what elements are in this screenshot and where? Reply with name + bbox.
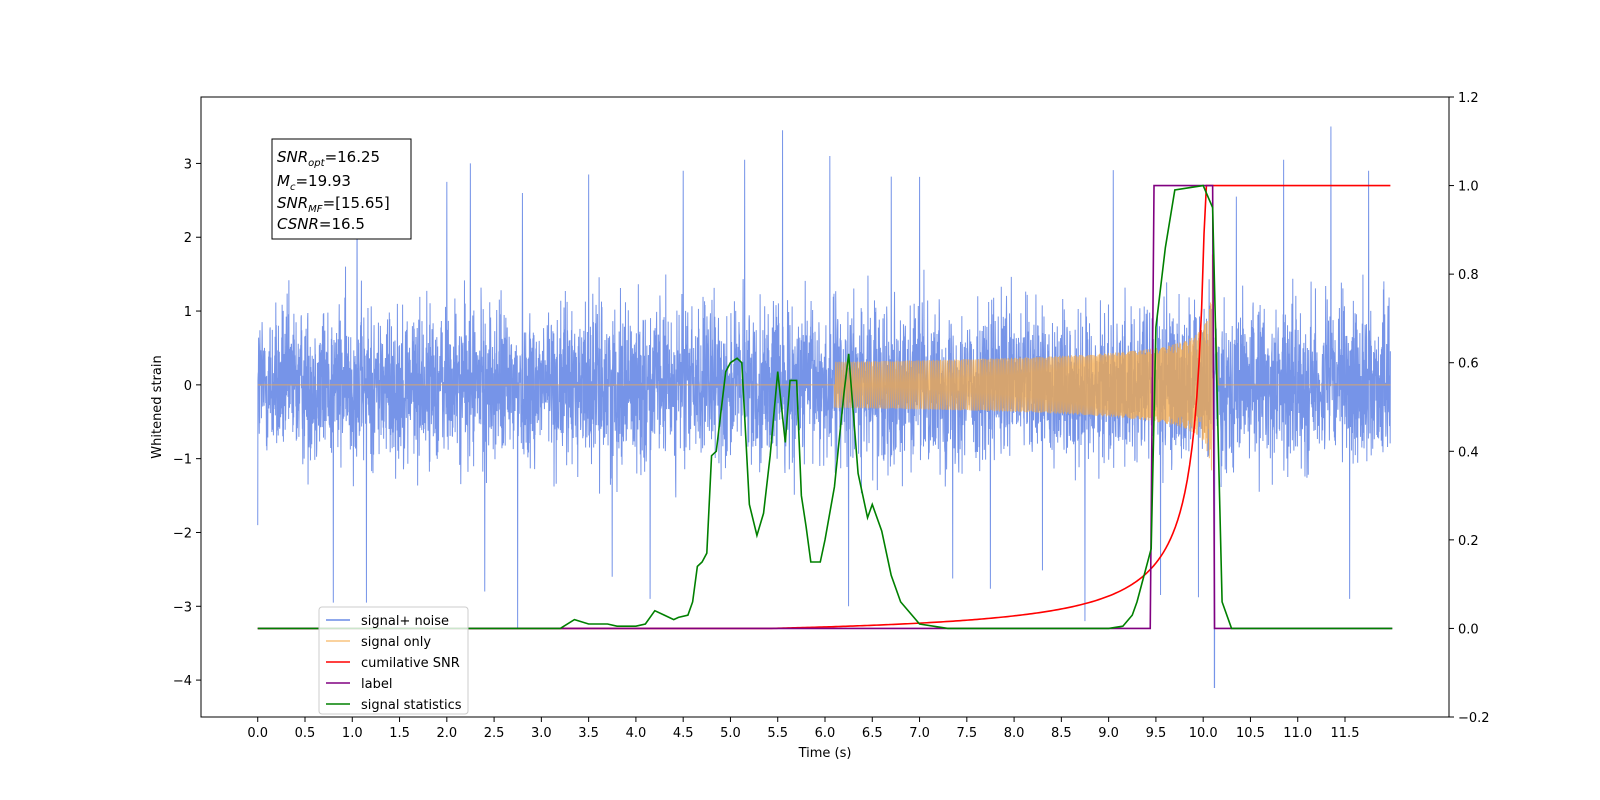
- x-tick-label: 6.5: [862, 726, 883, 741]
- x-tick-label: 1.5: [389, 726, 410, 741]
- x-tick-label: 0.5: [295, 726, 316, 741]
- annotation-snr-mf: SNRMF=[15.65]: [277, 194, 390, 215]
- legend-box: [318, 606, 469, 715]
- legend-label: signal only: [361, 635, 431, 650]
- x-tick-label: 7.0: [909, 726, 930, 741]
- x-tick-label: 5.5: [767, 726, 788, 741]
- y-axis-left: −4 −3 −2 −1 0 1 2 3: [173, 157, 201, 689]
- legend: signal+ noise signal only cumilative SNR la…: [318, 606, 469, 715]
- y-right-tick-label: 0.2: [1458, 534, 1479, 549]
- x-axis-label: Time (s): [798, 746, 852, 761]
- legend-label: signal statistics: [361, 698, 462, 713]
- y-axis-label-left: Whitened strain: [150, 355, 165, 458]
- series-layer: [257, 126, 1393, 688]
- x-tick-label: 3.0: [531, 726, 552, 741]
- snr-annotation-box: SNRopt=16.25 Mc=19.93 SNRMF=[15.65] CSNR…: [271, 138, 412, 240]
- legend-label: signal+ noise: [361, 614, 449, 629]
- legend-label: cumilative SNR: [361, 656, 460, 671]
- y-left-tick-label: 0: [184, 379, 192, 394]
- x-tick-label: 2.0: [436, 726, 457, 741]
- x-tick-label: 6.0: [815, 726, 836, 741]
- x-tick-label: 4.0: [626, 726, 647, 741]
- series-signal-noise-line: [257, 126, 1391, 688]
- y-right-tick-label: 0.6: [1458, 357, 1479, 372]
- x-tick-label: 4.5: [673, 726, 694, 741]
- x-tick-label: 7.5: [956, 726, 977, 741]
- y-left-tick-label: −2: [173, 526, 192, 541]
- x-axis: 0.0 0.5 1.0 1.5 2.0 2.5 3.0 3.5 4.0 4.5 5.0 5.5 6.0 6…: [247, 717, 1359, 741]
- x-tick-label: 10.0: [1189, 726, 1218, 741]
- y-right-tick-label: 1.0: [1458, 180, 1479, 195]
- annotation-csnr: CSNR=16.5: [277, 215, 365, 233]
- y-left-tick-label: −1: [173, 453, 192, 468]
- y-left-tick-label: 2: [184, 231, 192, 246]
- y-left-tick-label: −4: [173, 674, 192, 689]
- x-tick-label: 8.5: [1051, 726, 1072, 741]
- x-tick-label: 9.5: [1146, 726, 1167, 741]
- y-right-tick-label: 0.0: [1458, 622, 1479, 637]
- legend-label: label: [361, 677, 392, 692]
- x-tick-label: 1.0: [342, 726, 363, 741]
- x-tick-label: 5.0: [720, 726, 741, 741]
- y-left-tick-label: −3: [173, 600, 192, 615]
- x-tick-label: 10.5: [1236, 726, 1265, 741]
- series-signal-only-line: [257, 254, 1391, 471]
- x-tick-label: 0.0: [247, 726, 268, 741]
- annotation-mc: Mc=19.93: [277, 172, 351, 193]
- y-axis-right: −0.2 0.0 0.2 0.4 0.6 0.8 1.0 1.2: [1449, 91, 1490, 726]
- y-right-tick-label: 0.4: [1458, 445, 1479, 460]
- y-right-tick-label: 1.2: [1458, 91, 1479, 106]
- x-tick-label: 3.5: [578, 726, 599, 741]
- annotation-snr-opt: SNRopt=16.25: [277, 148, 380, 169]
- x-tick-label: 8.0: [1004, 726, 1025, 741]
- x-tick-label: 11.5: [1331, 726, 1360, 741]
- y-left-tick-label: 3: [184, 157, 192, 172]
- y-left-tick-label: 1: [184, 305, 192, 320]
- x-tick-label: 11.0: [1283, 726, 1312, 741]
- y-right-tick-label: 0.8: [1458, 268, 1479, 283]
- series-signal-statistics-line: [257, 184, 1393, 630]
- y-right-tick-label: −0.2: [1458, 711, 1490, 726]
- x-tick-label: 2.5: [484, 726, 505, 741]
- x-tick-label: 9.0: [1098, 726, 1119, 741]
